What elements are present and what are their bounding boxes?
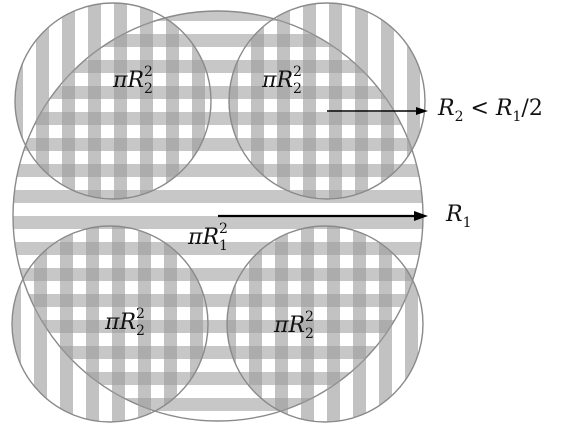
rhs-subscript: 1 (513, 109, 522, 125)
small-circle-bottom-right-outline (226, 225, 424, 423)
hatch-stripe (249, 226, 262, 422)
hatch-stripe (36, 3, 49, 199)
hatch-stripe (329, 3, 342, 199)
hatch-stripe (13, 34, 423, 47)
hatch-stripe (15, 3, 23, 199)
radius-r2-arrowhead (416, 107, 428, 115)
hatch-stripe (140, 3, 153, 199)
hatch-stripe (355, 3, 368, 199)
hatch-stripe (166, 3, 179, 199)
hatch-stripe (381, 3, 394, 199)
hatch-stripe (353, 226, 366, 422)
subscript-index: 1 (463, 215, 472, 231)
area-label-bottom-right: πR22 (273, 309, 314, 342)
radius-variable: R (126, 68, 144, 93)
area-label-top-right: πR22 (261, 64, 302, 97)
superscript-exponent: 2 (219, 221, 228, 237)
radius-variable: R (201, 225, 219, 250)
subscript-index: 2 (144, 81, 153, 97)
hatch-stripe (12, 226, 21, 422)
less-than-operator: < (464, 96, 496, 121)
hatch-stripe (138, 226, 151, 422)
hatch-stripe (301, 226, 314, 422)
superscript-exponent: 2 (136, 306, 145, 322)
pi-symbol: π (261, 68, 277, 93)
area-label-top-left: πR22 (112, 64, 153, 97)
small-circle-top-right-outline (228, 2, 426, 200)
radius-r1-arrowhead (414, 211, 428, 221)
hatch-stripe (112, 226, 125, 422)
hatch-stripe (62, 3, 75, 199)
rhs-variable: R (495, 96, 513, 121)
lhs-variable: R (437, 96, 455, 121)
hatch-stripe (275, 226, 288, 422)
hatch-stripe (13, 11, 423, 21)
hatch-stripe (303, 3, 316, 199)
small-circle-bottom-left-vertical-hatching (12, 226, 203, 422)
hatch-stripe (60, 226, 73, 422)
small-circle-bottom-left-outline (11, 225, 209, 423)
hatch-stripe (251, 3, 264, 199)
rhs-divide-by-two: /2 (521, 96, 542, 121)
hatch-stripe (86, 226, 99, 422)
pi-symbol: π (187, 225, 203, 250)
pi-symbol: π (273, 313, 289, 338)
hatch-stripe (277, 3, 290, 199)
subscript-index: 2 (136, 323, 145, 339)
hatch-stripe (229, 3, 238, 199)
lhs-subscript: 2 (455, 109, 464, 125)
pi-symbol: π (112, 68, 128, 93)
radius-condition-label: R2 < R1/2 (437, 96, 543, 125)
radius-variable: R (445, 202, 463, 227)
hatch-stripe (227, 226, 236, 422)
hatch-stripe (13, 138, 423, 151)
hatch-stripe (13, 216, 423, 229)
subscript-index: 2 (305, 326, 314, 342)
superscript-exponent: 2 (305, 309, 314, 325)
area-label-large-circle: πR12 (187, 221, 228, 254)
hatch-stripe (327, 226, 340, 422)
hatch-stripe (379, 226, 392, 422)
small-circle-top-left-outline (14, 2, 212, 200)
radius-variable: R (287, 313, 305, 338)
hatch-stripe (114, 3, 127, 199)
area-label-bottom-left: πR22 (104, 306, 145, 339)
hatch-stripe (164, 226, 177, 422)
superscript-exponent: 2 (144, 64, 153, 80)
radius-variable: R (275, 68, 293, 93)
pi-symbol: π (104, 310, 120, 335)
subscript-index: 2 (293, 81, 302, 97)
superscript-exponent: 2 (293, 64, 302, 80)
subscript-index: 1 (219, 238, 228, 254)
radius-label-r1: R1 (445, 202, 472, 231)
hatch-stripe (34, 226, 47, 422)
hatch-stripe (13, 164, 423, 177)
radius-variable: R (118, 310, 136, 335)
hatch-stripe (88, 3, 101, 199)
